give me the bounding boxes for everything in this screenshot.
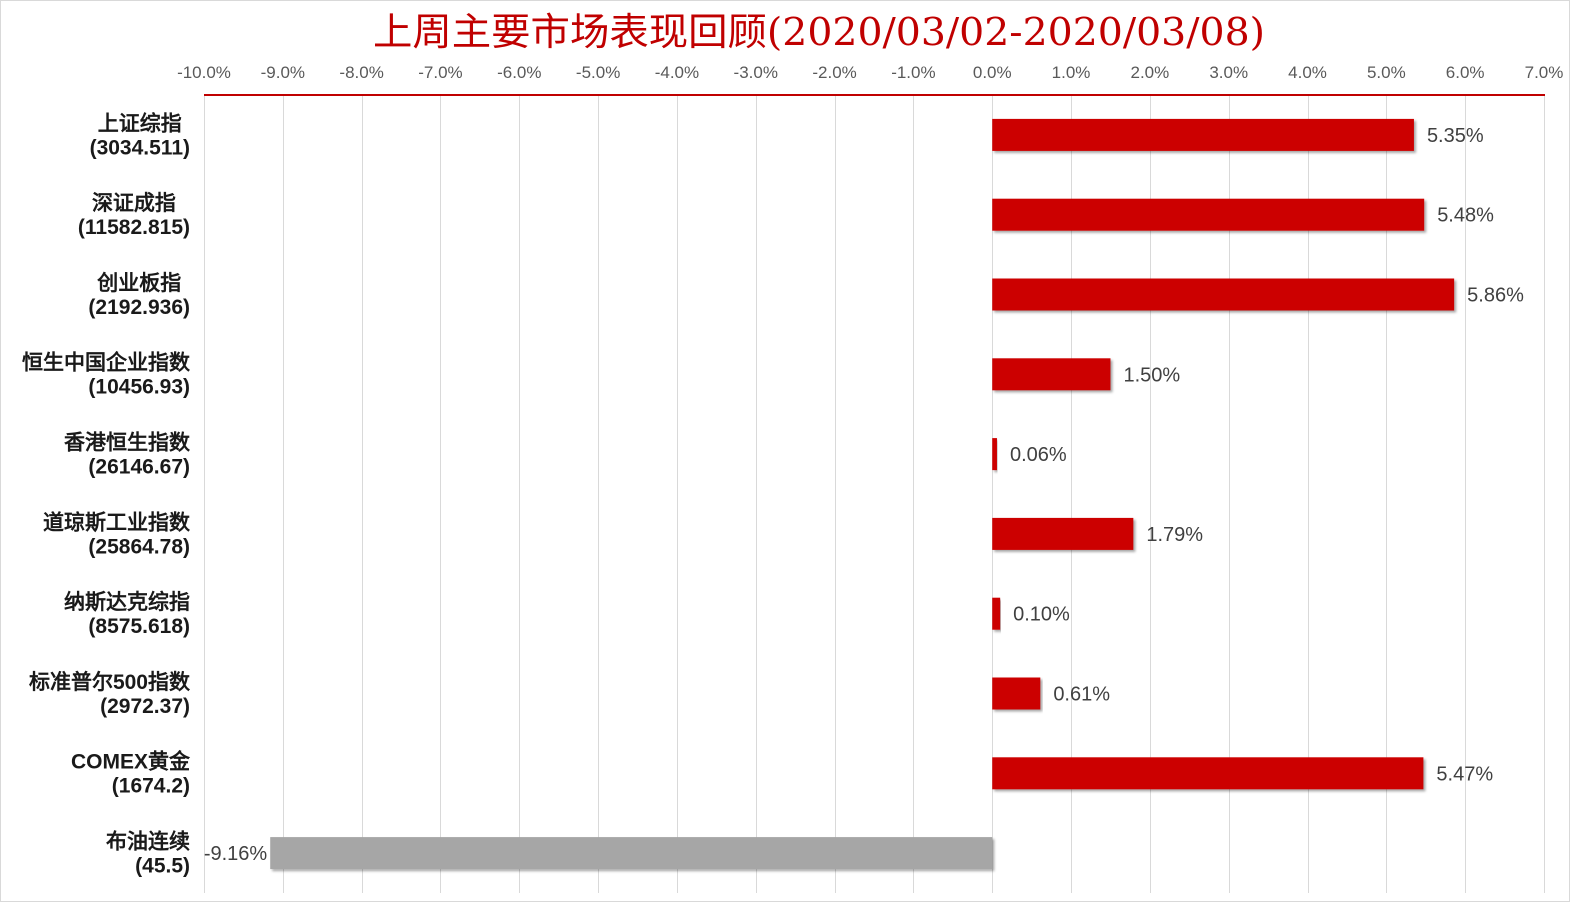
- category-label: COMEX黄金(1674.2): [71, 750, 191, 798]
- category-name: 布油连续: [106, 829, 190, 853]
- x-tick-label: -5.0%: [576, 63, 620, 82]
- category-name: 上证综指: [98, 111, 182, 135]
- bar: [992, 198, 1425, 231]
- data-label: 5.35%: [1427, 125, 1484, 147]
- category-name: 道琼斯工业指数: [43, 510, 191, 534]
- x-tick-label: 4.0%: [1288, 63, 1327, 82]
- data-label: 5.47%: [1436, 763, 1493, 785]
- x-tick-label: -10.0%: [177, 63, 231, 82]
- data-labels: 5.35% 5.48% 5.86% 1.50% 0.06% 1.79% 0.10% 0.61%…: [204, 125, 1524, 865]
- x-tick-label: -4.0%: [655, 63, 699, 82]
- category-name: 香港恒生指数: [64, 430, 191, 454]
- data-label: 0.10%: [1013, 604, 1070, 626]
- category-name: COMEX黄金: [71, 750, 191, 774]
- x-tick-label: 3.0%: [1209, 63, 1248, 82]
- x-tick-label: 2.0%: [1131, 63, 1170, 82]
- category-label: 深证成指(11582.815): [78, 191, 190, 239]
- bar: [992, 358, 1111, 391]
- category-label: 道琼斯工业指数(25864.78): [43, 510, 191, 558]
- x-tick-label: 0.0%: [973, 63, 1012, 82]
- category-level: (1674.2): [112, 775, 190, 798]
- x-tick-label: -1.0%: [891, 63, 935, 82]
- bar: [992, 757, 1424, 790]
- category-name: 深证成指: [92, 191, 176, 215]
- x-tick-label: -8.0%: [339, 63, 383, 82]
- category-name: 创业板指: [96, 271, 181, 295]
- x-tick-label: -9.0%: [261, 63, 305, 82]
- data-label: 1.79%: [1146, 524, 1203, 546]
- bar: [992, 278, 1455, 311]
- category-label: 恒生中国企业指数(10456.93): [22, 351, 191, 399]
- data-label: 0.61%: [1053, 684, 1110, 706]
- category-level: (8575.618): [88, 615, 190, 638]
- bar: [992, 517, 1134, 550]
- category-level: (3034.511): [90, 136, 190, 159]
- x-tick-label: 7.0%: [1525, 63, 1564, 82]
- category-level: (2972.37): [100, 695, 190, 718]
- bar: [992, 677, 1041, 710]
- chart-title: 上周主要市场表现回顾(2020/03/02-2020/03/08): [373, 10, 1265, 54]
- category-label: 上证综指(3034.511): [90, 111, 190, 159]
- x-tick-label: -7.0%: [418, 63, 462, 82]
- x-tick-label: -6.0%: [497, 63, 541, 82]
- x-axis-tick-labels: -10.0% -9.0% -8.0% -7.0% -6.0% -5.0% -4.0% -3.0…: [177, 63, 1563, 82]
- x-tick-label: 1.0%: [1052, 63, 1091, 82]
- bar: [992, 118, 1414, 151]
- bar: [992, 438, 997, 471]
- category-name: 恒生中国企业指数: [22, 351, 191, 375]
- data-label: 1.50%: [1123, 364, 1180, 386]
- bars: [270, 118, 1455, 870]
- category-level: (10456.93): [88, 376, 190, 399]
- category-label: 标准普尔500指数(2972.37): [29, 670, 191, 718]
- x-tick-label: -3.0%: [734, 63, 778, 82]
- category-axis-labels: 上证综指(3034.511) 深证成指(11582.815) 创业板指(2192.9…: [22, 111, 191, 877]
- data-label: 5.86%: [1467, 285, 1524, 307]
- category-level: (26146.67): [88, 455, 190, 478]
- bar: [270, 837, 993, 870]
- bar: [992, 597, 1001, 630]
- category-name: 纳斯达克综指: [64, 590, 190, 614]
- data-label: 0.06%: [1010, 444, 1067, 466]
- data-label: 5.48%: [1437, 205, 1494, 227]
- category-level: (11582.815): [78, 216, 190, 239]
- x-tick-label: -2.0%: [812, 63, 856, 82]
- category-label: 纳斯达克综指(8575.618): [64, 590, 190, 638]
- data-label: -9.16%: [204, 843, 268, 865]
- category-name: 标准普尔500指数: [29, 670, 191, 694]
- category-label: 创业板指(2192.936): [88, 271, 190, 319]
- category-level: (45.5): [135, 854, 190, 877]
- category-level: (2192.936): [88, 296, 190, 319]
- x-tick-label: 6.0%: [1446, 63, 1485, 82]
- x-tick-label: 5.0%: [1367, 63, 1406, 82]
- category-level: (25864.78): [88, 535, 190, 558]
- category-label: 香港恒生指数(26146.67): [64, 430, 191, 478]
- category-label: 布油连续(45.5): [106, 829, 190, 877]
